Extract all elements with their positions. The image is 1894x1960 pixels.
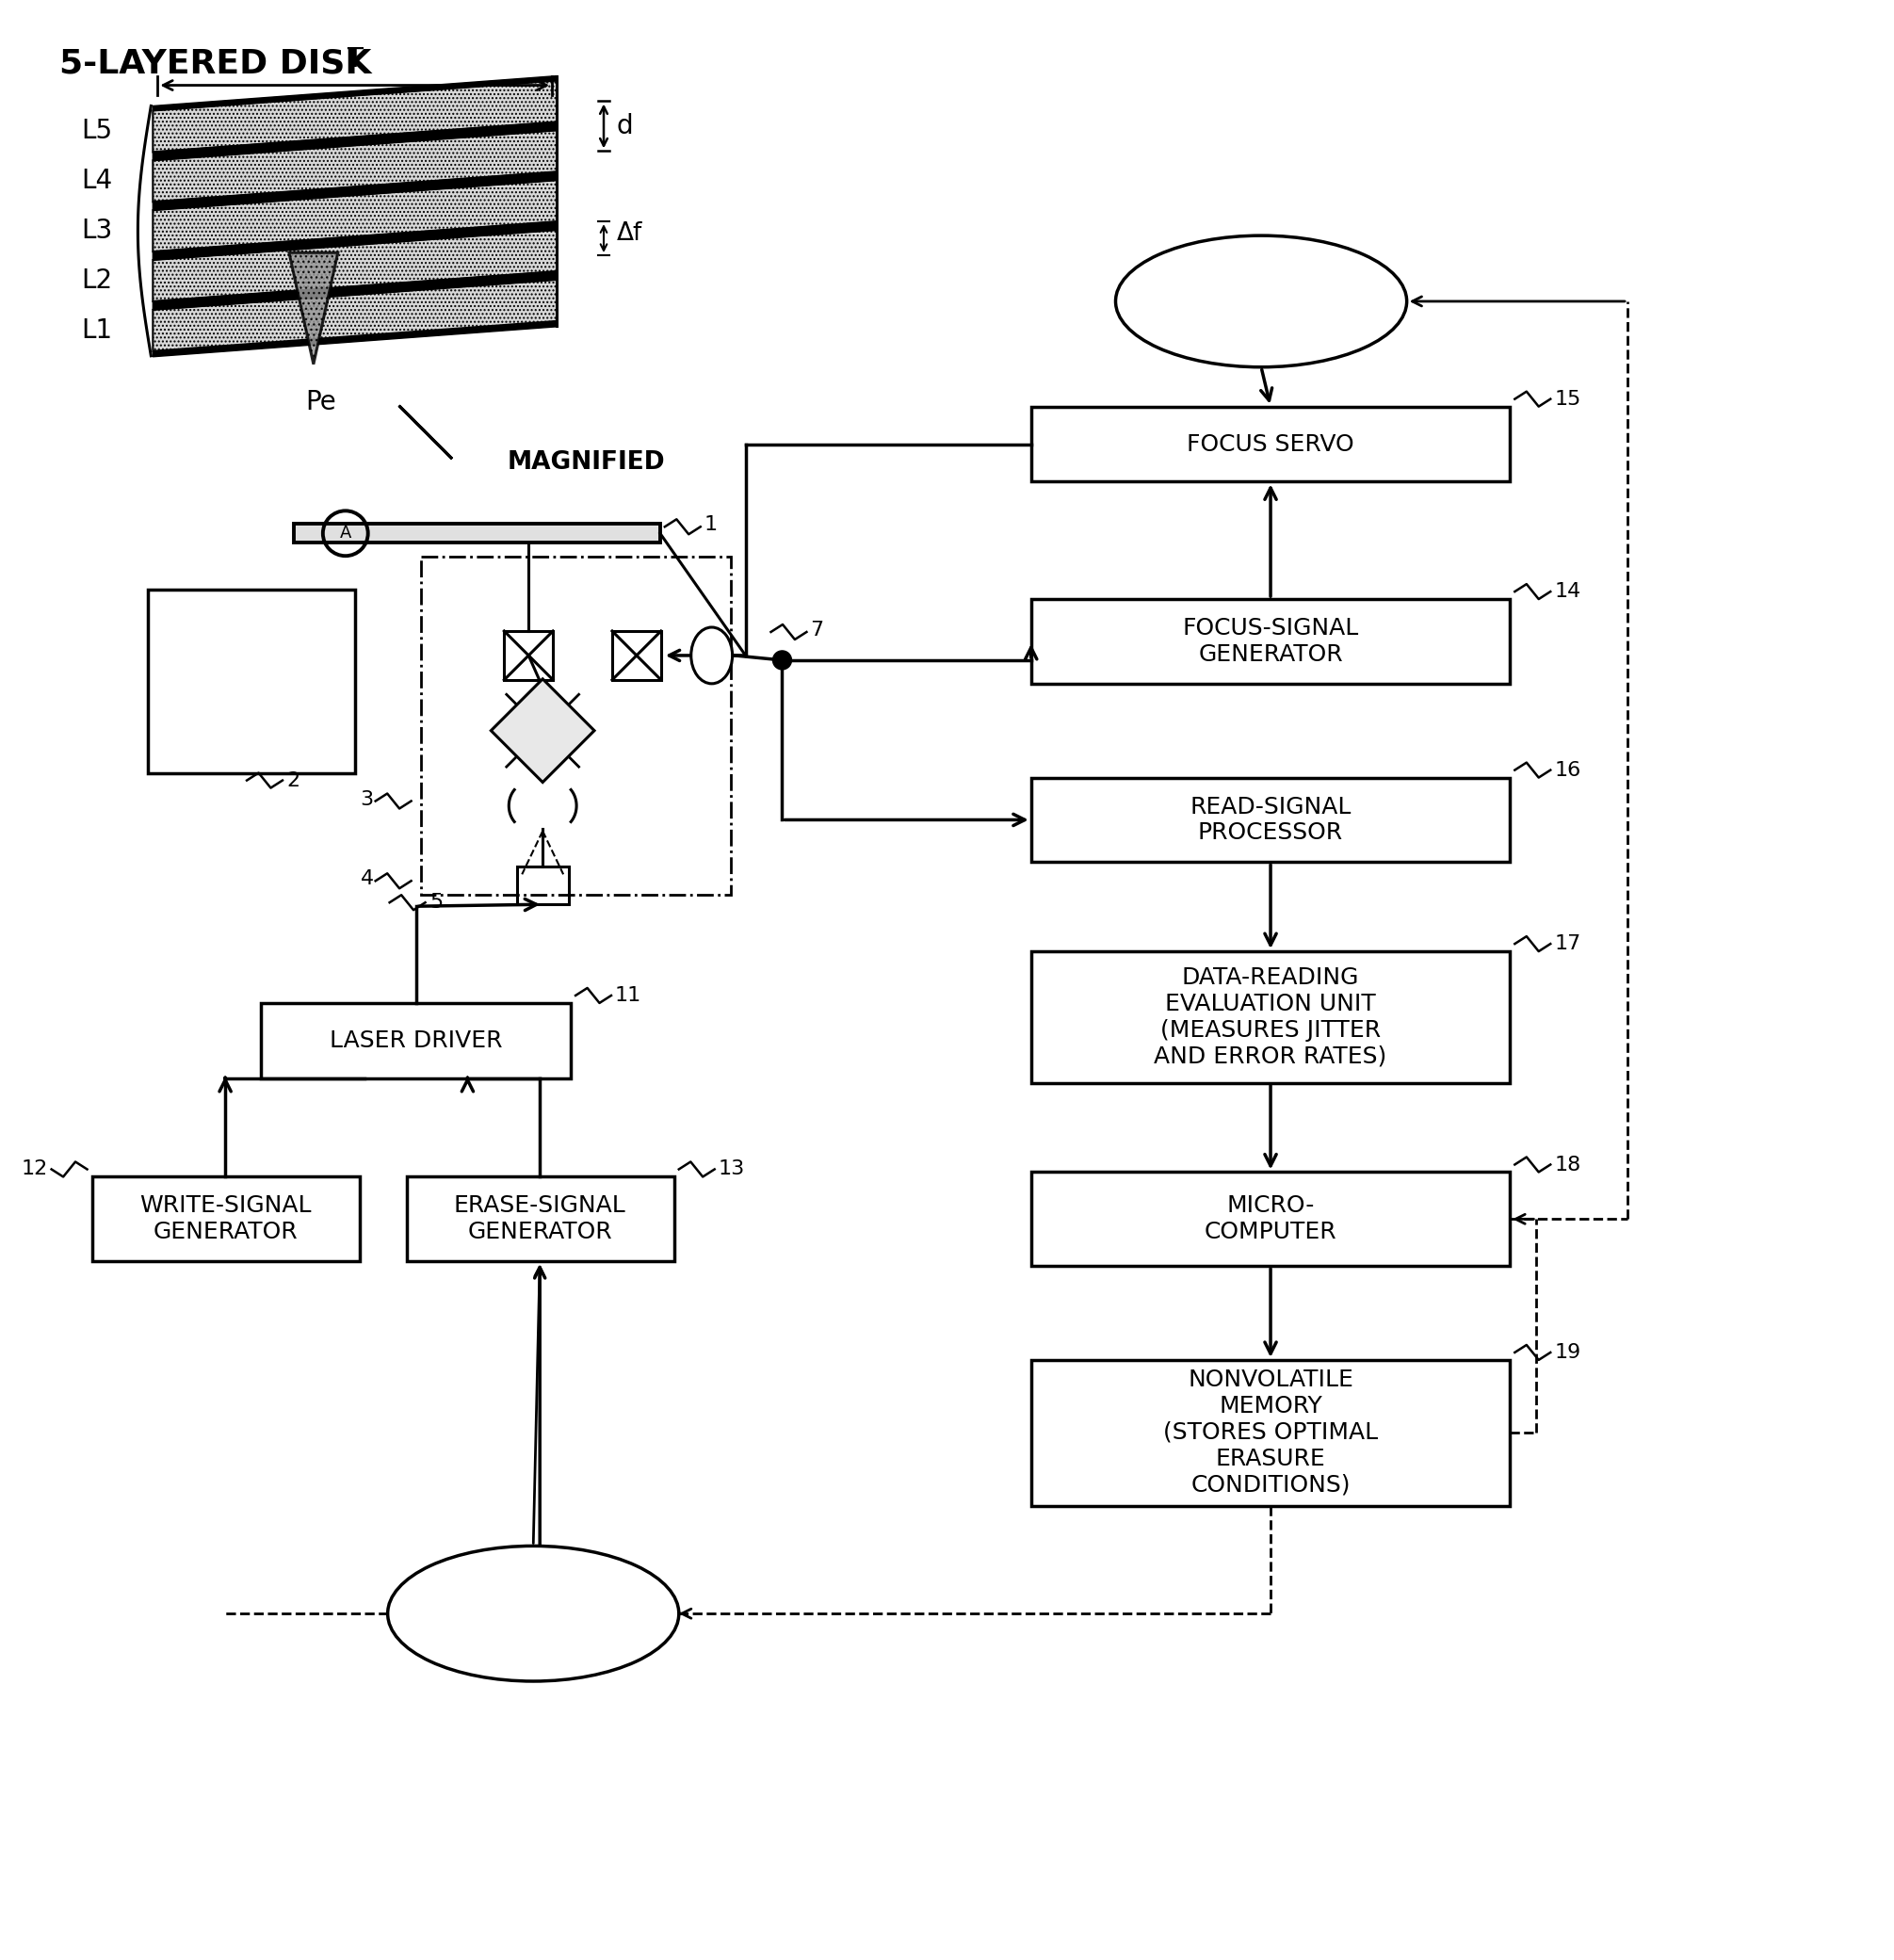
Text: ERASE-SIGNAL
GENERATOR: ERASE-SIGNAL GENERATOR: [455, 1196, 625, 1243]
Bar: [517, 866, 568, 904]
Text: L4: L4: [81, 169, 112, 194]
Text: 16: 16: [1555, 760, 1581, 780]
Text: L1: L1: [81, 318, 112, 343]
Text: FOCUS SERVO: FOCUS SERVO: [1188, 433, 1354, 455]
Bar: [1030, 778, 1510, 862]
Polygon shape: [153, 221, 557, 261]
Text: 18: 18: [1555, 1154, 1581, 1174]
Text: FOCUS-SIGNAL
GENERATOR: FOCUS-SIGNAL GENERATOR: [1182, 617, 1358, 666]
Text: 13: 13: [718, 1160, 744, 1178]
Text: LASER DRIVER: LASER DRIVER: [330, 1029, 502, 1053]
Bar: [1030, 600, 1510, 684]
Bar: [1030, 951, 1510, 1082]
Bar: [148, 590, 354, 772]
Text: 7: 7: [811, 621, 824, 639]
Text: 5: 5: [430, 894, 443, 911]
Text: 17: 17: [1555, 935, 1581, 953]
Polygon shape: [153, 172, 557, 210]
Text: A: A: [339, 525, 350, 541]
Text: 14: 14: [1555, 582, 1581, 602]
Bar: [261, 1004, 570, 1078]
Text: L3: L3: [81, 218, 112, 245]
Text: 15: 15: [1555, 390, 1581, 408]
Text: WRITE-SIGNAL
GENERATOR: WRITE-SIGNAL GENERATOR: [140, 1196, 311, 1243]
Circle shape: [773, 651, 792, 670]
Polygon shape: [153, 229, 557, 302]
Polygon shape: [491, 678, 595, 782]
Bar: [407, 1176, 674, 1262]
Text: DATA-READING
EVALUATION UNIT
(MEASURES JITTER
AND ERROR RATES): DATA-READING EVALUATION UNIT (MEASURES J…: [1153, 966, 1386, 1068]
Bar: [420, 557, 731, 896]
Text: 19: 19: [1555, 1343, 1581, 1362]
Polygon shape: [153, 131, 557, 202]
Text: MICRO-
COMPUTER: MICRO- COMPUTER: [1205, 1196, 1337, 1243]
Text: 3: 3: [360, 790, 373, 809]
Bar: [1030, 1360, 1510, 1505]
Text: 11: 11: [616, 986, 642, 1005]
Polygon shape: [153, 80, 557, 153]
Bar: [91, 1176, 360, 1262]
Text: 12: 12: [21, 1160, 47, 1178]
Bar: [504, 631, 553, 680]
Ellipse shape: [1116, 235, 1407, 367]
Ellipse shape: [691, 627, 733, 684]
Text: 2: 2: [286, 770, 299, 790]
Text: L5: L5: [81, 118, 112, 145]
Polygon shape: [153, 76, 557, 110]
Text: SETS DEFOCUS
AMOUNT Δf: SETS DEFOCUS AMOUNT Δf: [1176, 276, 1347, 325]
Text: Δf: Δf: [617, 221, 642, 245]
Text: 5-LAYERED DISK: 5-LAYERED DISK: [59, 47, 371, 80]
Text: READ-SIGNAL
PROCESSOR: READ-SIGNAL PROCESSOR: [1189, 796, 1350, 845]
Text: d: d: [617, 114, 633, 139]
Polygon shape: [153, 321, 557, 357]
Text: L2: L2: [81, 267, 112, 294]
Polygon shape: [400, 406, 453, 459]
Text: MAGNIFIED: MAGNIFIED: [508, 451, 665, 474]
Bar: [1030, 1172, 1510, 1266]
Ellipse shape: [388, 1546, 678, 1682]
Polygon shape: [153, 180, 557, 251]
Text: 1: 1: [705, 515, 718, 535]
Text: T: T: [347, 45, 364, 73]
Polygon shape: [290, 253, 337, 365]
Text: NONVOLATILE
MEMORY
(STORES OPTIMAL
ERASURE
CONDITIONS): NONVOLATILE MEMORY (STORES OPTIMAL ERASU…: [1163, 1368, 1379, 1495]
Polygon shape: [153, 280, 557, 351]
Polygon shape: [153, 122, 557, 161]
Bar: [294, 523, 661, 543]
Text: 4: 4: [360, 870, 373, 888]
Polygon shape: [153, 270, 557, 310]
Bar: [612, 631, 661, 680]
Text: SETS LASER
POWER Pe: SETS LASER POWER Pe: [466, 1590, 600, 1639]
Text: Pe: Pe: [305, 388, 337, 416]
Bar: [1030, 406, 1510, 482]
